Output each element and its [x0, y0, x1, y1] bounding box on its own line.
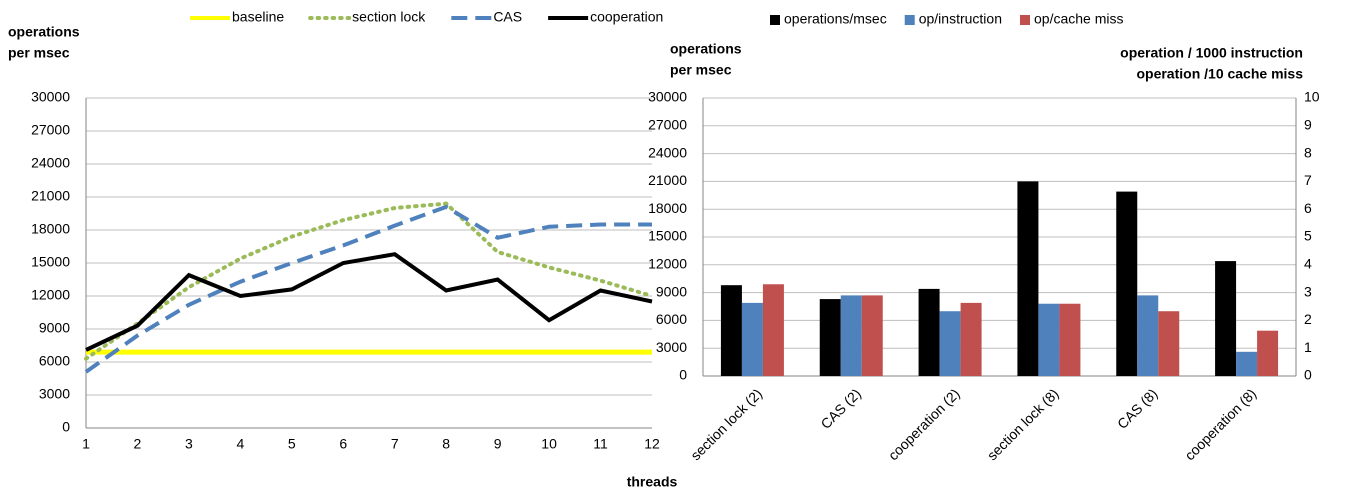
y-tick-label: 18000	[31, 221, 70, 237]
x-tick-label: 8	[442, 436, 450, 452]
y-tick-label: 6000	[656, 311, 687, 327]
legend-swatch	[1020, 15, 1030, 25]
y-tick-label: 24000	[648, 144, 687, 160]
bar	[1257, 330, 1279, 376]
bar	[762, 284, 784, 376]
x-tick-label: cooperation (2)	[885, 385, 963, 463]
x-tick-label: 5	[288, 436, 296, 452]
bar	[1137, 295, 1159, 376]
y-tick-label: 21000	[648, 172, 687, 188]
y2-tick-label: 1	[1304, 339, 1312, 355]
y2-tick-label: 3	[1304, 283, 1312, 299]
y2-tick-label: 4	[1304, 256, 1312, 272]
x-tick-label: 2	[134, 436, 142, 452]
y-axis-label: per msec	[8, 45, 70, 61]
y-tick-label: 0	[62, 419, 70, 435]
bar	[1236, 351, 1258, 376]
y-tick-label: 0	[679, 367, 687, 383]
y-tick-label: 3000	[656, 339, 687, 355]
x-tick-label: section lock (2)	[687, 385, 765, 463]
x-tick-label: CAS (8)	[1114, 385, 1161, 432]
x-tick-label: 12	[644, 436, 660, 452]
y2-tick-label: 6	[1304, 200, 1312, 216]
y-tick-label: 21000	[31, 188, 70, 204]
legend-swatch	[904, 15, 915, 25]
bar	[840, 295, 862, 376]
y-tick-label: 24000	[31, 155, 70, 171]
bar	[1059, 303, 1081, 376]
bar	[819, 299, 841, 376]
x-tick-label: 4	[236, 436, 244, 452]
x-tick-label: section lock (8)	[984, 385, 1062, 463]
y-tick-label: 27000	[648, 117, 687, 133]
legend-label: operations/msec	[784, 11, 887, 27]
y-tick-label: 3000	[39, 386, 70, 402]
y-axis-label: operations	[8, 24, 80, 40]
x-tick-label: 11	[593, 436, 608, 452]
y-tick-label: 30000	[648, 89, 687, 105]
bar	[861, 295, 883, 376]
series-line	[84, 204, 652, 374]
y2-tick-label: 8	[1304, 144, 1312, 160]
y2-tick-label: 2	[1304, 311, 1312, 327]
bar	[918, 288, 940, 376]
bar	[1017, 181, 1039, 376]
bar	[960, 302, 982, 376]
y2-tick-label: 5	[1304, 228, 1312, 244]
legend-swatch	[770, 15, 780, 25]
y-axis-label: per msec	[670, 62, 732, 78]
bar	[1116, 191, 1138, 376]
bar	[1158, 311, 1180, 376]
y-tick-label: 15000	[31, 254, 70, 270]
y-tick-label: 9000	[656, 283, 687, 299]
bar	[1215, 261, 1237, 376]
y2-tick-label: 7	[1304, 172, 1312, 188]
y-tick-label: 30000	[31, 89, 70, 105]
legend-label: op/instruction	[919, 11, 1002, 27]
y-tick-label: 9000	[39, 320, 70, 336]
legend-label: op/cache miss	[1034, 11, 1123, 27]
y-tick-label: 15000	[648, 228, 687, 244]
legend-label: baseline	[232, 9, 284, 25]
legend-label: cooperation	[590, 9, 663, 25]
x-tick-label: cooperation (8)	[1181, 385, 1259, 463]
x-tick-label: 6	[339, 436, 347, 452]
series-line	[84, 201, 654, 361]
x-tick-label: 7	[391, 436, 399, 452]
x-tick-label: 10	[541, 436, 557, 452]
y-tick-label: 12000	[31, 287, 70, 303]
y2-axis-label: operation /10 cache miss	[1136, 66, 1303, 82]
series-line	[85, 252, 653, 352]
bar	[720, 285, 742, 376]
bar	[741, 302, 763, 376]
x-tick-label: 3	[185, 436, 193, 452]
x-tick-label: 9	[494, 436, 502, 452]
x-axis-label: threads	[627, 474, 678, 488]
y-axis-label: operations	[670, 41, 742, 57]
x-tick-label: 1	[82, 436, 90, 452]
bar	[939, 311, 961, 376]
y-tick-label: 6000	[39, 353, 70, 369]
y2-tick-label: 0	[1304, 367, 1312, 383]
y-tick-label: 18000	[648, 200, 687, 216]
y2-tick-label: 9	[1304, 117, 1312, 133]
y-tick-label: 27000	[31, 122, 70, 138]
legend-label: section lock	[352, 9, 426, 25]
y2-axis-label: operation / 1000 instruction	[1120, 45, 1303, 61]
y2-tick-label: 10	[1304, 89, 1320, 105]
y-tick-label: 12000	[648, 256, 687, 272]
bar	[1038, 303, 1060, 376]
legend-label: CAS	[493, 9, 522, 25]
x-tick-label: CAS (2)	[817, 385, 864, 432]
